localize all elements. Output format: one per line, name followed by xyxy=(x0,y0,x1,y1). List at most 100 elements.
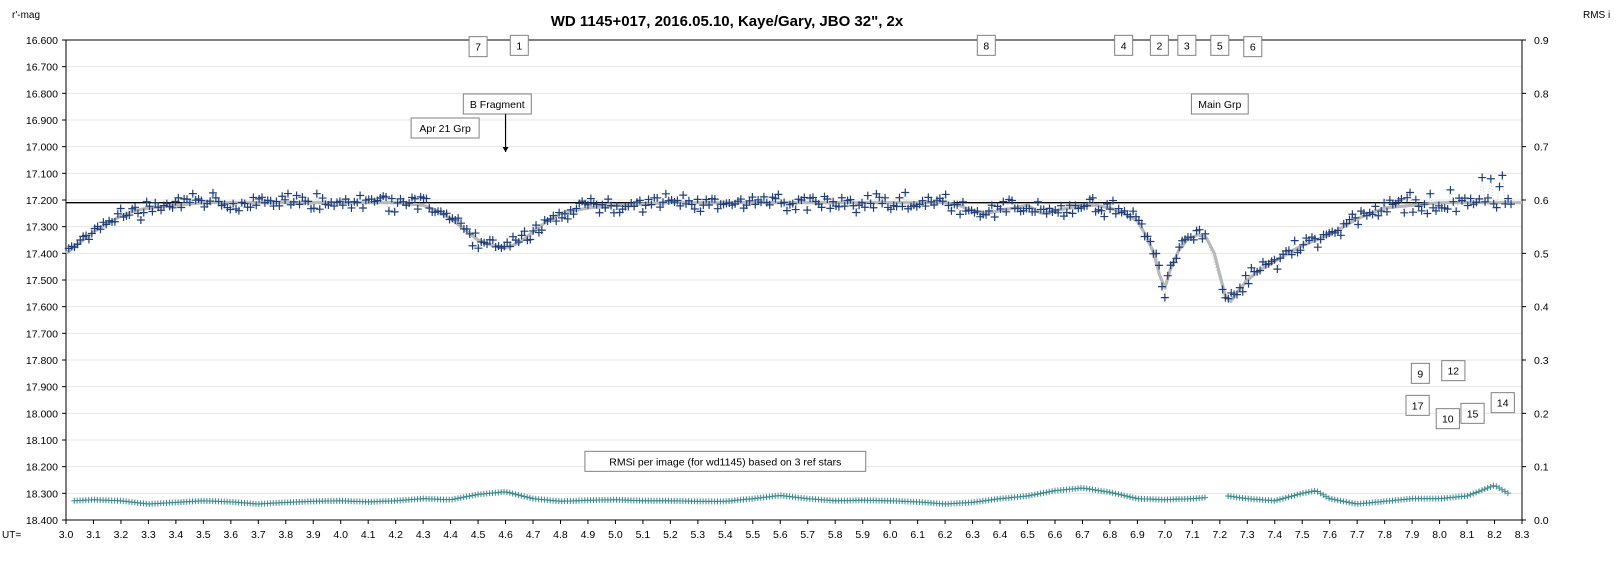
annotation-frame xyxy=(410,117,480,139)
annotation-box: Apr 21 Grp xyxy=(410,117,480,139)
annotation-label: Main Grp xyxy=(1198,99,1241,111)
annotation-box: 14 xyxy=(1490,392,1515,414)
data-point xyxy=(846,195,855,204)
annotation-frame xyxy=(1435,408,1460,430)
rms-point xyxy=(1201,494,1208,501)
x-tick-label: 5.5 xyxy=(745,529,760,541)
rms-series xyxy=(71,482,1511,507)
data-point xyxy=(987,201,996,210)
data-point xyxy=(661,189,670,198)
rms-point xyxy=(1326,495,1333,502)
data-point xyxy=(803,206,812,215)
rms-point xyxy=(1349,500,1356,507)
data-point xyxy=(569,210,578,219)
gridlines xyxy=(66,39,1522,521)
data-point xyxy=(1033,197,1042,206)
data-point xyxy=(641,201,650,210)
y2-tick-label: 0.4 xyxy=(1534,302,1549,314)
x-tick-label: 3.8 xyxy=(278,529,293,541)
rms-point xyxy=(454,495,461,502)
x-tick-label: 3.4 xyxy=(169,529,184,541)
data-point xyxy=(442,209,451,218)
data-point xyxy=(1100,212,1109,221)
data-point xyxy=(751,200,760,209)
y-tick-label: 17.100 xyxy=(26,168,58,180)
rms-point xyxy=(518,492,525,499)
y-tick-label: 18.000 xyxy=(26,408,58,420)
data-point xyxy=(474,244,483,253)
data-point xyxy=(780,198,789,207)
x-axis-label: UT= xyxy=(2,530,21,541)
data-point xyxy=(1201,229,1210,238)
data-point xyxy=(177,203,186,212)
data-point xyxy=(356,191,365,200)
rms-point xyxy=(457,494,464,501)
annotation-box: 6 xyxy=(1243,36,1263,58)
rms-point xyxy=(1294,491,1301,498)
data-point xyxy=(1498,171,1507,180)
rms-point xyxy=(1481,486,1488,493)
x-tick-label: 5.7 xyxy=(800,529,815,541)
annotation-box: 8 xyxy=(976,34,996,56)
rms-point xyxy=(1115,491,1122,498)
data-point xyxy=(1403,193,1412,202)
data-point xyxy=(1486,174,1495,183)
data-point xyxy=(921,202,930,211)
data-point xyxy=(1270,255,1279,264)
data-point xyxy=(1062,208,1071,217)
data-point xyxy=(1155,261,1164,270)
x-tick-label: 4.9 xyxy=(581,529,596,541)
x-tick-label: 5.1 xyxy=(636,529,651,541)
x-tick-label: 4.2 xyxy=(388,529,403,541)
rms-point xyxy=(503,489,510,496)
x-tick-label: 7.2 xyxy=(1213,529,1228,541)
data-point xyxy=(1290,236,1299,245)
data-point xyxy=(595,208,604,217)
y2-tick-label: 0.7 xyxy=(1534,142,1549,154)
rms-point xyxy=(1129,494,1136,501)
y2-tick-label: 0.9 xyxy=(1534,35,1549,47)
data-point xyxy=(1313,243,1322,252)
y-tick-label: 17.400 xyxy=(26,248,58,260)
data-point xyxy=(151,198,160,207)
data-point xyxy=(318,194,327,203)
data-point xyxy=(1198,234,1207,243)
x-tick-label: 3.3 xyxy=(141,529,156,541)
y-axis-label: r'-mag xyxy=(12,10,40,21)
x-tick-label: 3.1 xyxy=(86,529,101,541)
data-point xyxy=(869,203,878,212)
data-point xyxy=(454,214,463,223)
data-point xyxy=(1002,207,1011,216)
annotation-frame xyxy=(509,34,529,56)
data-point xyxy=(1417,206,1426,215)
model-line xyxy=(65,201,1522,303)
annotation-frame xyxy=(1114,34,1134,56)
data-point xyxy=(468,241,477,250)
x-tick-label: 3.2 xyxy=(114,529,129,541)
data-point xyxy=(736,195,745,204)
y2-tick-label: 0.1 xyxy=(1534,462,1549,474)
rms-point xyxy=(1276,496,1283,503)
data-point xyxy=(1371,202,1380,211)
annotation-frame xyxy=(584,450,867,472)
data-point xyxy=(292,191,301,200)
x-tick-label: 7.6 xyxy=(1322,529,1337,541)
data-point xyxy=(526,235,535,244)
y-tick-label: 18.300 xyxy=(26,488,58,500)
data-point xyxy=(583,200,592,209)
data-point xyxy=(638,208,647,217)
data-point xyxy=(1475,194,1484,203)
rms-point xyxy=(1109,489,1116,496)
rms-point xyxy=(1106,489,1113,496)
data-point xyxy=(283,189,292,198)
data-point xyxy=(1169,258,1178,267)
data-point xyxy=(1284,246,1293,255)
data-point xyxy=(266,196,275,205)
rms-point xyxy=(1034,491,1041,498)
data-point xyxy=(157,206,166,215)
data-point xyxy=(1238,287,1247,296)
data-point xyxy=(1483,193,1492,202)
data-point xyxy=(782,206,791,215)
data-point xyxy=(272,197,281,206)
data-point xyxy=(771,194,780,203)
